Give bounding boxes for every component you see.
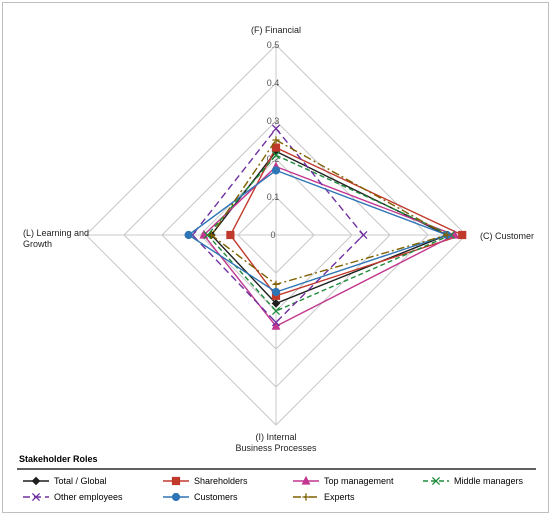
data-point [271,124,281,133]
legend-marker [31,476,41,486]
series-experts [207,136,451,288]
data-point [271,299,281,308]
legend-marker [431,476,441,486]
legend-marker [31,492,41,502]
legend-item: Experts [293,492,355,502]
series-shareholders [226,143,467,300]
series-customers [184,166,452,297]
legend-title: Stakeholder Roles [19,454,98,464]
tick-label: 0.3 [267,116,280,126]
tick-label: 0.5 [267,40,280,50]
data-point [458,230,467,240]
axis-label-i: (I) Internal Business Processes [235,432,317,453]
legend-marker [171,492,181,502]
axis-label-c: (C) Customer [480,231,534,241]
tick-label: 0.4 [267,78,280,88]
data-point [226,230,235,240]
legend-label: Shareholders [194,476,248,486]
legend-label: Total / Global [54,476,107,486]
legend-marker [301,475,311,485]
series-other-employees [188,124,368,327]
legend-marker [171,476,181,486]
legend-label: Customers [194,492,238,502]
legend-item: Customers [163,492,238,502]
radar-chart: 00.10.20.30.40.5 (F) Financial(C) Custom… [17,25,536,502]
axis-labels: (F) Financial (C) Customer (I) Internal Bus… [23,25,534,453]
data-point [271,306,281,316]
data-point [271,318,281,327]
data-point [443,231,451,239]
data-point [271,287,281,297]
data-point [271,320,281,330]
legend-label: Middle managers [454,476,524,486]
legend-item: Other employees [23,492,123,502]
series-layer [184,124,467,330]
axis-label-l: (L) Learning and Growth [23,228,89,249]
data-point [271,151,281,160]
series-line [206,154,453,312]
data-point [272,136,280,144]
data-point [203,230,212,240]
legend-label: Top management [324,476,394,486]
data-point [271,143,281,152]
legend-item: Middle managers [423,476,524,486]
tick-label: 0 [270,230,275,240]
data-point [359,230,368,240]
legend-item: Top management [293,475,394,486]
data-point [207,231,215,239]
legend: Stakeholder Roles Total / Global Sharehol… [17,454,536,502]
legend-label: Other employees [54,492,123,502]
series-total-global [207,147,452,308]
data-point [184,230,193,240]
series-middle-managers [203,151,455,316]
series-line [191,127,365,324]
data-point [272,280,280,288]
legend-item: Shareholders [163,476,248,486]
tick-label: 0.1 [267,192,280,202]
radar-grid [85,44,467,426]
legend-marker [302,493,310,501]
data-point [271,166,281,175]
legend-item: Total / Global [23,476,107,486]
axis-label-f: (F) Financial [251,25,301,35]
legend-label: Experts [324,492,355,502]
